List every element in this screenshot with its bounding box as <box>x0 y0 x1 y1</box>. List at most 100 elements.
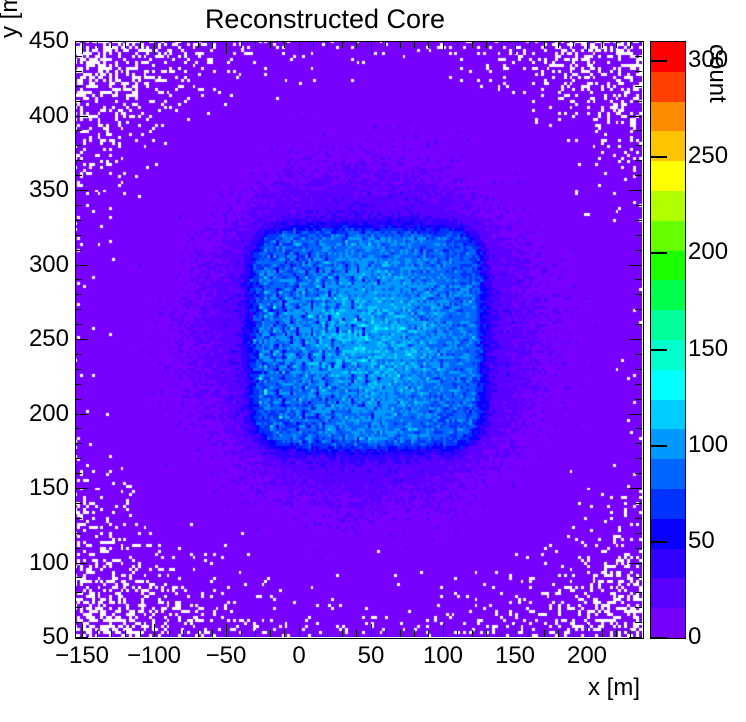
y-tick-minor-right <box>635 101 642 102</box>
x-tick-minor-top <box>342 41 343 48</box>
x-tick-minor-top <box>327 41 328 48</box>
colorbar-band <box>651 399 685 430</box>
y-tick-minor <box>75 518 82 519</box>
x-tick-minor <box>616 630 617 637</box>
x-tick-major <box>371 624 372 637</box>
x-tick-major-top <box>82 41 83 54</box>
y-tick-minor <box>75 384 82 385</box>
colorbar-tick <box>651 637 667 639</box>
x-tick-minor-top <box>255 41 256 48</box>
histogram-plot-area[interactable] <box>75 41 642 637</box>
x-tick-major <box>443 624 444 637</box>
x-tick-minor-top <box>198 41 199 48</box>
x-tick-minor <box>169 630 170 637</box>
x-tick-minor-top <box>616 41 617 48</box>
x-tick-major-top <box>515 41 516 54</box>
y-tick-minor <box>75 160 82 161</box>
x-tick-label: 200 <box>566 642 608 669</box>
x-tick-minor <box>270 630 271 637</box>
y-tick-minor-right <box>635 577 642 578</box>
y-tick-minor <box>75 399 82 400</box>
y-tick-minor-right <box>635 384 642 385</box>
y-tick-minor-right <box>635 533 642 534</box>
x-tick-minor-top <box>140 41 141 48</box>
colorbar-band <box>651 340 685 370</box>
histogram-canvas[interactable] <box>75 41 642 637</box>
y-tick-minor-right <box>635 324 642 325</box>
colorbar[interactable] <box>650 41 686 639</box>
x-tick-major <box>587 624 588 637</box>
y-tick-minor <box>75 175 82 176</box>
x-tick-minor <box>140 630 141 637</box>
y-tick-label: 200 <box>28 400 69 427</box>
x-tick-minor <box>284 630 285 637</box>
colorbar-band <box>651 459 685 490</box>
y-tick-major-right <box>629 414 642 415</box>
x-tick-minor <box>472 630 473 637</box>
colorbar-tick <box>651 252 667 254</box>
y-tick-minor <box>75 71 82 72</box>
x-tick-minor <box>602 630 603 637</box>
colorbar-tick-label: 200 <box>688 238 729 265</box>
colorbar-tick-label: 50 <box>688 527 715 554</box>
x-tick-minor <box>558 630 559 637</box>
colorbar-band <box>651 280 685 311</box>
colorbar-band <box>651 429 685 460</box>
colorbar-band <box>651 489 685 519</box>
x-tick-minor <box>125 630 126 637</box>
x-tick-minor <box>111 630 112 637</box>
x-tick-minor-top <box>385 41 386 48</box>
y-tick-label: 300 <box>28 251 69 278</box>
colorbar-band <box>651 71 685 102</box>
x-tick-minor <box>356 630 357 637</box>
y-tick-label: 250 <box>28 325 69 352</box>
y-tick-minor <box>75 458 82 459</box>
y-tick-major-right <box>629 116 642 117</box>
x-tick-minor-top <box>573 41 574 48</box>
y-tick-minor-right <box>635 130 642 131</box>
x-tick-label: −100 <box>126 642 182 669</box>
y-tick-minor-right <box>635 607 642 608</box>
colorbar-tick-label: 150 <box>688 335 729 362</box>
colorbar-tick <box>651 60 667 62</box>
colorbar-tick-label: 300 <box>688 46 729 73</box>
x-tick-minor <box>241 630 242 637</box>
x-tick-minor <box>457 630 458 637</box>
x-tick-minor-top <box>169 41 170 48</box>
x-tick-minor <box>544 630 545 637</box>
y-tick-major <box>75 116 88 117</box>
y-tick-major <box>75 41 88 42</box>
colorbar-band <box>651 548 685 579</box>
x-tick-minor-top <box>125 41 126 48</box>
x-tick-label: −50 <box>205 642 247 669</box>
x-tick-minor-top <box>529 41 530 48</box>
colorbar-band <box>651 250 685 281</box>
y-tick-major-right <box>629 265 642 266</box>
colorbar-band <box>651 191 685 221</box>
y-tick-minor <box>75 205 82 206</box>
x-tick-minor-top <box>97 41 98 48</box>
x-tick-major-top <box>299 41 300 54</box>
x-tick-major <box>515 624 516 637</box>
y-tick-minor-right <box>635 369 642 370</box>
y-tick-minor-right <box>635 548 642 549</box>
x-tick-minor-top <box>558 41 559 48</box>
x-tick-minor <box>414 630 415 637</box>
y-tick-minor <box>75 443 82 444</box>
y-tick-minor <box>75 86 82 87</box>
y-tick-label: 150 <box>28 474 69 501</box>
x-tick-minor-top <box>544 41 545 48</box>
y-tick-label: 50 <box>42 623 69 650</box>
page-title: Reconstructed Core <box>204 4 446 34</box>
x-tick-minor-top <box>428 41 429 48</box>
y-tick-major <box>75 488 88 489</box>
x-tick-minor <box>97 630 98 637</box>
x-tick-label: 150 <box>494 642 536 669</box>
y-tick-label: 350 <box>28 176 69 203</box>
y-tick-minor <box>75 145 82 146</box>
colorbar-tick <box>651 541 667 543</box>
colorbar-band <box>651 578 685 609</box>
y-tick-label: 400 <box>28 102 69 129</box>
x-tick-major-top <box>587 41 588 54</box>
colorbar-band <box>651 608 685 638</box>
